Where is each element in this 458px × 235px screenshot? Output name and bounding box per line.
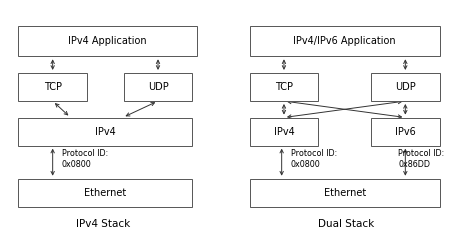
Text: IPv4 Application: IPv4 Application [68, 36, 147, 46]
Text: TCP: TCP [44, 82, 62, 92]
FancyBboxPatch shape [371, 118, 440, 146]
FancyBboxPatch shape [18, 73, 87, 101]
FancyBboxPatch shape [250, 26, 440, 56]
Text: Protocol ID:
0x0800: Protocol ID: 0x0800 [291, 149, 337, 169]
Text: UDP: UDP [147, 82, 169, 92]
Text: Ethernet: Ethernet [323, 188, 366, 198]
FancyBboxPatch shape [18, 26, 197, 56]
FancyBboxPatch shape [18, 118, 192, 146]
FancyBboxPatch shape [250, 179, 440, 207]
Text: IPv4/IPv6 Application: IPv4/IPv6 Application [293, 36, 396, 46]
Text: TCP: TCP [275, 82, 293, 92]
FancyBboxPatch shape [371, 73, 440, 101]
Text: Protocol ID:
0x86DD: Protocol ID: 0x86DD [398, 149, 445, 169]
FancyBboxPatch shape [124, 73, 192, 101]
Text: IPv4: IPv4 [273, 127, 294, 137]
Text: Dual Stack: Dual Stack [318, 219, 374, 229]
FancyBboxPatch shape [250, 73, 318, 101]
FancyBboxPatch shape [18, 179, 192, 207]
Text: UDP: UDP [395, 82, 416, 92]
Text: Ethernet: Ethernet [84, 188, 126, 198]
Text: IPv4: IPv4 [95, 127, 116, 137]
Text: IPv4 Stack: IPv4 Stack [76, 219, 130, 229]
Text: IPv6: IPv6 [395, 127, 416, 137]
FancyBboxPatch shape [250, 118, 318, 146]
Text: Protocol ID:
0x0800: Protocol ID: 0x0800 [62, 149, 108, 169]
